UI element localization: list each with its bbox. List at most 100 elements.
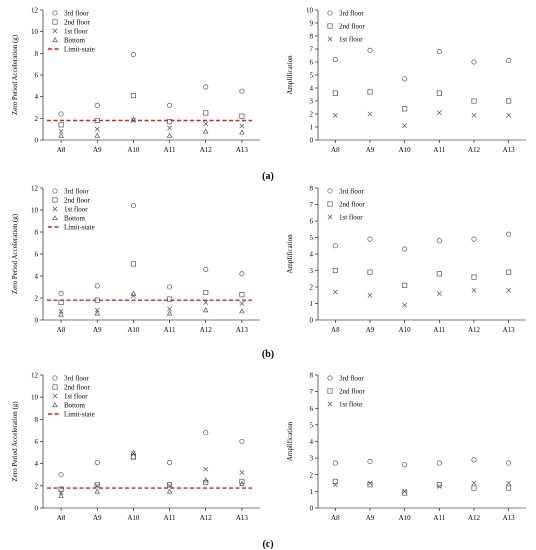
- y-tick-label: 2: [310, 111, 314, 119]
- data-point-square: [167, 296, 173, 302]
- data-point-circle: [436, 460, 442, 466]
- y-tick-label: 0: [310, 137, 314, 145]
- data-point-circle: [471, 59, 477, 65]
- data-point-circle: [167, 102, 173, 108]
- y-tick-label: 12: [31, 7, 39, 15]
- y-tick-label: 6: [310, 59, 314, 67]
- y-tick-label: 2: [35, 115, 39, 123]
- data-point-square: [402, 106, 408, 112]
- y-axis-title: Zero Period Acceleration (g): [11, 213, 19, 294]
- data-point-circle: [471, 457, 477, 463]
- data-point-circle: [367, 458, 373, 465]
- legend-marker-circle: [52, 188, 58, 194]
- category-label: A11: [164, 514, 176, 522]
- data-point-square: [239, 478, 245, 484]
- data-point-circle: [367, 236, 373, 242]
- data-point-triangle: [239, 480, 245, 486]
- data-point-square: [436, 271, 442, 277]
- y-tick-label: 0: [310, 317, 314, 325]
- y-tick-label: 4: [35, 273, 39, 281]
- data-point-circle: [506, 460, 512, 466]
- y-axis-title: Amplification: [286, 234, 294, 274]
- y-tick-label: 4: [310, 85, 314, 93]
- y-tick-label: 6: [35, 251, 39, 259]
- category-label: A8: [331, 146, 340, 154]
- legend-label: 1st floor: [339, 36, 363, 44]
- y-tick-label: 8: [35, 50, 39, 58]
- data-point-square: [58, 122, 64, 128]
- y-axis-title: Amplification: [286, 55, 294, 95]
- legend-label: Bottom: [64, 37, 86, 45]
- data-point-square: [332, 478, 338, 484]
- data-point-x: [94, 483, 100, 489]
- category-label: A9: [93, 326, 102, 334]
- category-label: A8: [57, 146, 66, 154]
- data-point-square: [506, 98, 512, 104]
- y-tick-label: 9: [310, 20, 314, 28]
- data-point-triangle: [166, 310, 173, 316]
- category-label: A10: [399, 326, 412, 334]
- y-tick-label: 0: [310, 505, 314, 513]
- data-point-square: [436, 482, 442, 488]
- data-point-x: [402, 123, 408, 129]
- data-point-square: [436, 90, 442, 96]
- category-label: A12: [200, 146, 213, 154]
- y-tick-label: 3: [310, 98, 314, 106]
- data-point-x: [367, 111, 373, 117]
- legend-marker-square: [52, 197, 58, 203]
- legend-label: 3rd floor: [64, 375, 89, 383]
- data-point-triangle: [94, 488, 101, 494]
- category-label: A8: [57, 514, 66, 522]
- legend-label: Bottom: [64, 215, 86, 223]
- legend-label: 2nd floor: [64, 197, 91, 205]
- legend-marker-square: [327, 201, 333, 207]
- data-point-circle: [436, 49, 442, 55]
- data-point-square: [367, 89, 373, 95]
- data-point-circle: [167, 460, 173, 466]
- category-label: A11: [164, 146, 176, 154]
- category-label: A8: [331, 514, 340, 522]
- data-point-circle: [203, 266, 209, 272]
- y-tick-label: 0: [35, 317, 39, 325]
- category-label: A10: [127, 514, 140, 522]
- y-tick-label: 10: [31, 207, 39, 215]
- chart-4: 0 2 4 6 8 10 12 A8 A9 A10 A11 A12 A13 Zero Period Acc…: [11, 372, 260, 522]
- data-point-square: [402, 282, 408, 288]
- y-tick-label: 10: [31, 28, 39, 36]
- data-point-triangle: [130, 116, 137, 122]
- y-tick-label: 12: [31, 372, 39, 380]
- legend-marker-circle: [52, 10, 58, 16]
- data-point-square: [94, 117, 100, 124]
- data-point-triangle: [58, 132, 64, 138]
- category-label: A9: [366, 514, 375, 522]
- data-point-square: [94, 482, 100, 488]
- data-point-x: [367, 480, 373, 486]
- data-point-triangle: [94, 132, 101, 138]
- y-axis-title: Zero Period Acceleration (g): [11, 34, 19, 115]
- y-tick-label: 0: [35, 137, 39, 145]
- data-point-square: [203, 479, 209, 486]
- data-point-square: [471, 485, 477, 491]
- data-point-circle: [58, 472, 64, 478]
- y-tick-label: 2: [35, 482, 39, 490]
- data-point-x: [332, 289, 338, 295]
- data-point-square: [367, 482, 373, 488]
- data-point-circle: [332, 243, 338, 249]
- data-point-x: [239, 123, 245, 129]
- data-point-triangle: [202, 307, 209, 313]
- data-point-circle: [167, 284, 173, 290]
- y-tick-label: 3: [310, 455, 314, 463]
- data-point-square: [506, 269, 512, 275]
- data-point-circle: [94, 460, 100, 466]
- data-point-circle: [367, 47, 373, 53]
- y-tick-label: 7: [310, 201, 314, 209]
- data-point-square: [332, 267, 338, 274]
- y-tick-label: 4: [310, 251, 314, 259]
- legend-label: 2nd floor: [339, 201, 366, 209]
- data-point-x: [130, 118, 136, 123]
- data-point-x: [436, 291, 442, 297]
- y-tick-label: 1: [310, 124, 314, 132]
- data-point-circle: [58, 291, 64, 297]
- category-label: A11: [164, 326, 176, 334]
- legend-marker-square: [52, 384, 58, 390]
